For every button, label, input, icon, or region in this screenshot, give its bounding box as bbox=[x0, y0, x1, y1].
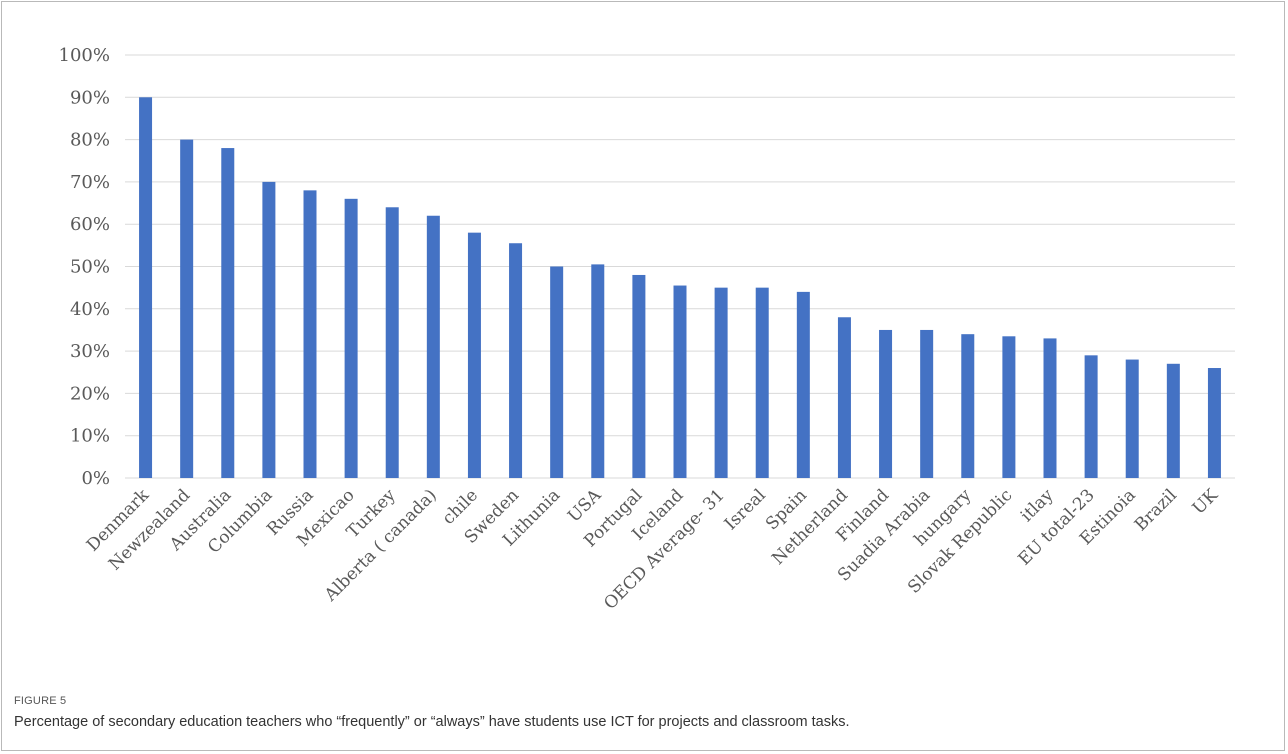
y-tick-label: 20% bbox=[70, 383, 110, 404]
y-tick-label: 70% bbox=[70, 172, 110, 193]
bar bbox=[426, 215, 440, 479]
bar bbox=[1084, 355, 1098, 478]
bar bbox=[879, 329, 893, 478]
bar bbox=[509, 243, 523, 478]
bar bbox=[591, 264, 605, 478]
x-tick-label: UK bbox=[1189, 485, 1222, 518]
figure-label: FIGURE 5 bbox=[14, 695, 67, 707]
y-tick-label: 90% bbox=[70, 87, 110, 108]
y-tick-label: 60% bbox=[70, 214, 110, 235]
y-tick-label: 40% bbox=[70, 299, 110, 320]
bar bbox=[467, 232, 481, 478]
y-tick-label: 0% bbox=[81, 468, 110, 489]
bar bbox=[344, 198, 358, 478]
y-tick-label: 50% bbox=[70, 257, 110, 278]
bar bbox=[714, 287, 728, 478]
bar-chart: 0%10%20%30%40%50%60%70%80%90%100%Denmark… bbox=[59, 45, 1235, 614]
bar bbox=[1125, 359, 1139, 478]
y-tick-label: 80% bbox=[70, 130, 110, 151]
bar bbox=[632, 274, 646, 478]
x-tick-label: Brazil bbox=[1131, 485, 1181, 535]
y-tick-label: 100% bbox=[59, 45, 110, 66]
bar bbox=[262, 181, 276, 478]
bar bbox=[755, 287, 769, 478]
bar bbox=[139, 97, 153, 479]
bar bbox=[1207, 368, 1221, 478]
bar bbox=[1043, 338, 1057, 478]
y-tick-label: 30% bbox=[70, 341, 110, 362]
y-tick-label: 10% bbox=[70, 426, 110, 447]
bar bbox=[1002, 336, 1016, 478]
bar bbox=[920, 329, 934, 478]
bar bbox=[961, 334, 975, 478]
bar bbox=[837, 317, 851, 478]
bar bbox=[550, 266, 564, 478]
bar bbox=[796, 291, 810, 478]
bar bbox=[303, 190, 317, 479]
bar bbox=[385, 207, 399, 478]
x-tick-label: Isreal bbox=[721, 485, 770, 534]
figure-caption: Percentage of secondary education teache… bbox=[14, 714, 850, 730]
bar bbox=[221, 148, 235, 478]
bar bbox=[180, 139, 194, 478]
bar bbox=[673, 285, 687, 478]
bar bbox=[1166, 363, 1180, 478]
